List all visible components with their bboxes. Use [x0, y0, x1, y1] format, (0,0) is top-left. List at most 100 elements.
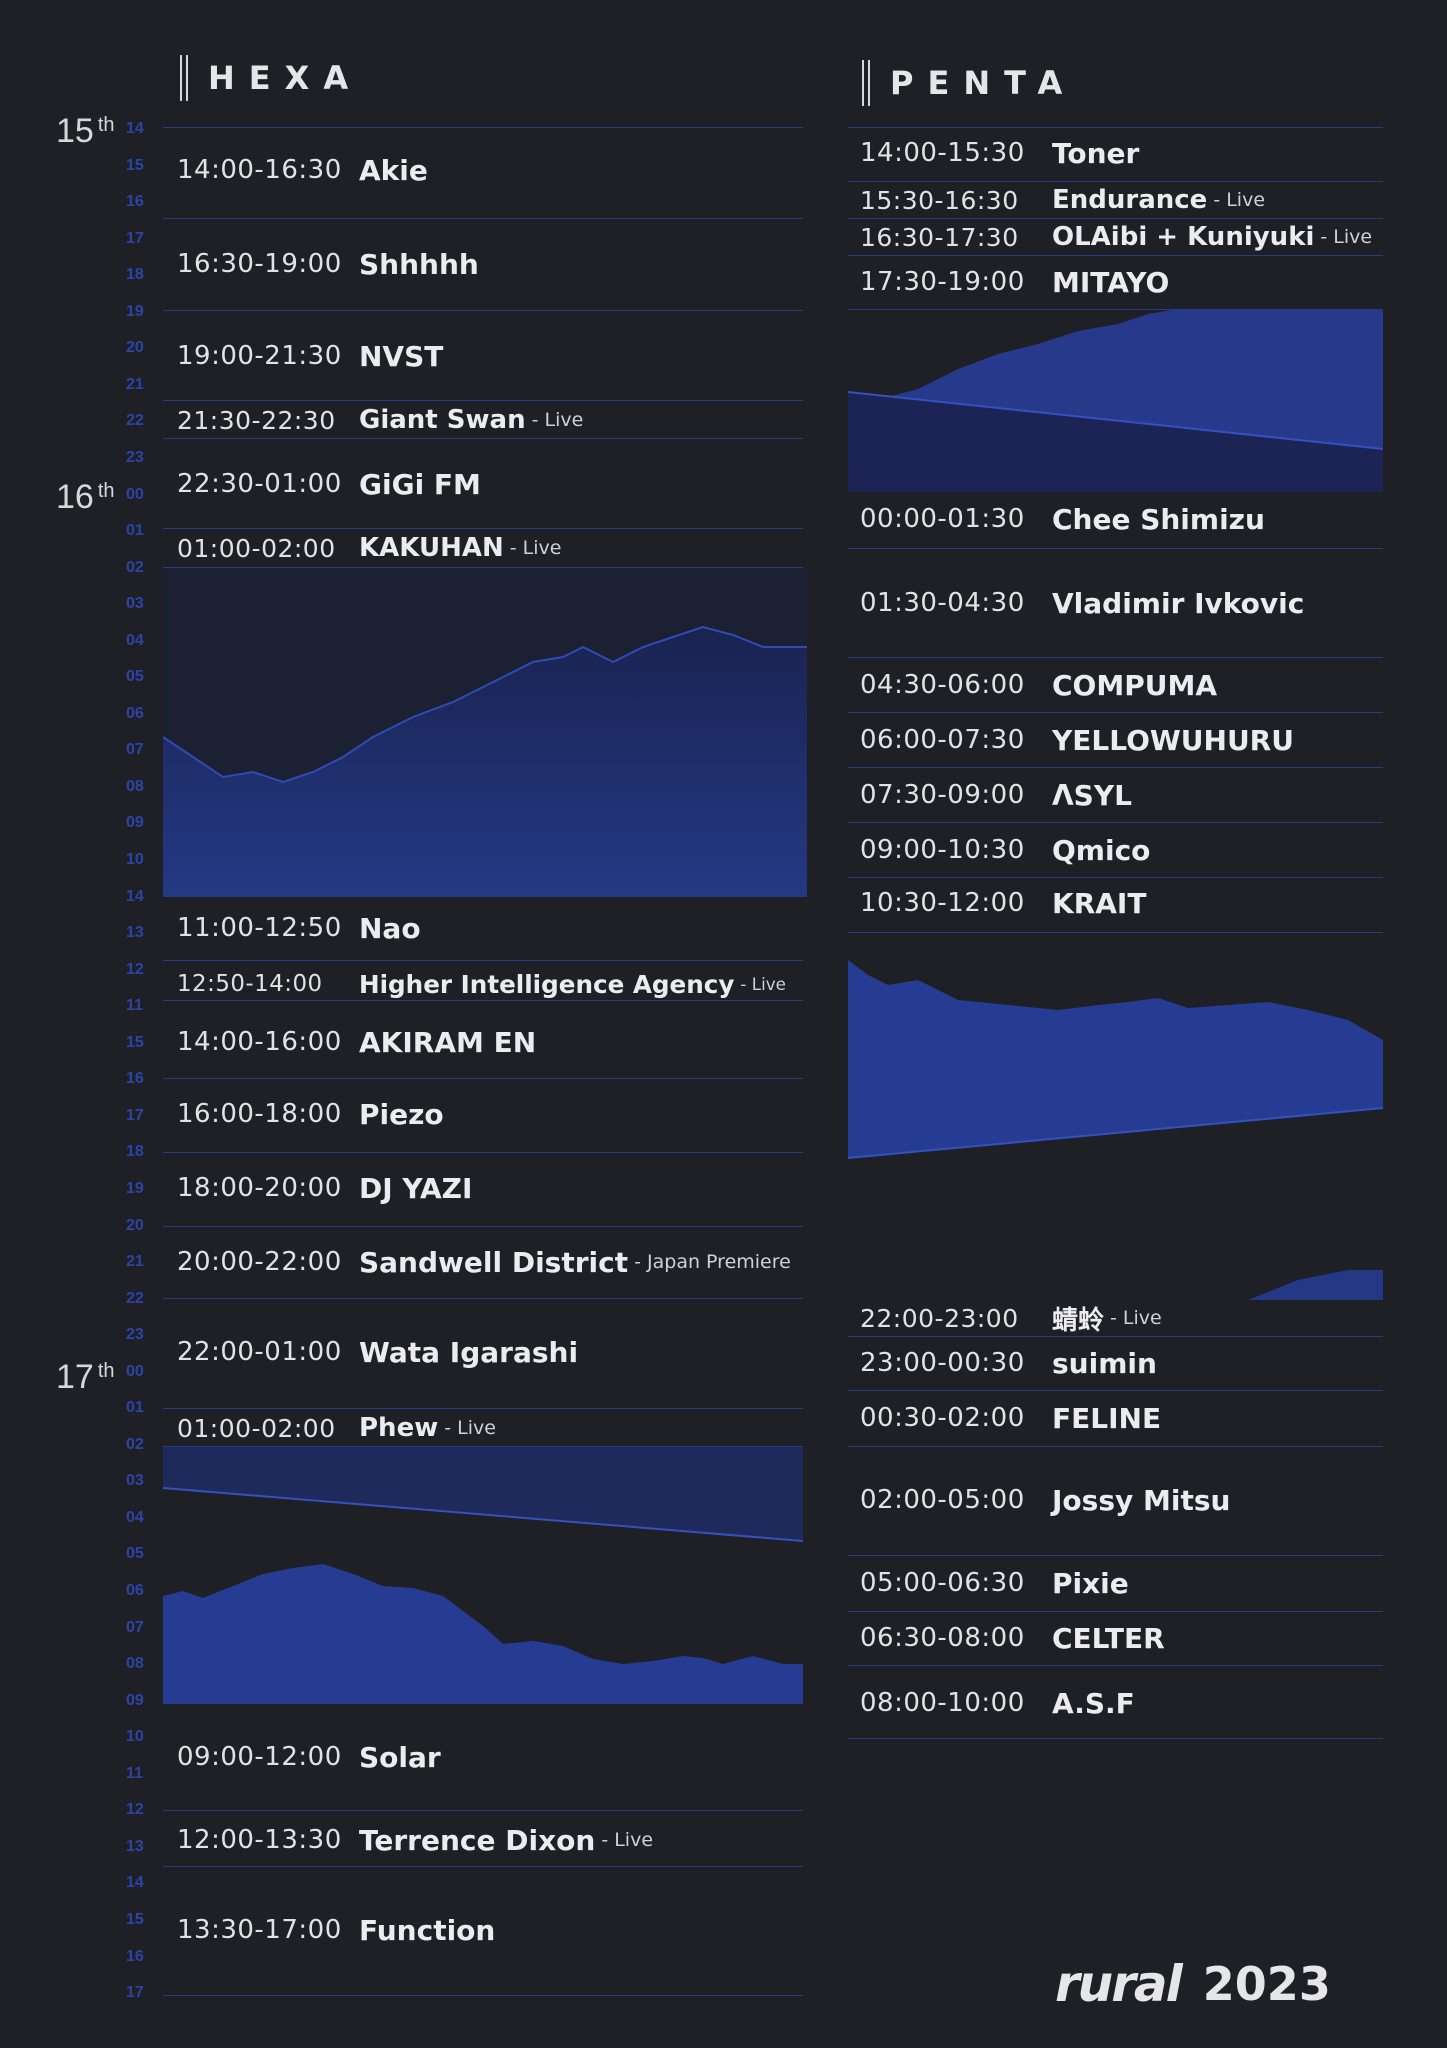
divider-line: [163, 310, 803, 311]
slot-time: 22:00-01:00: [177, 1337, 342, 1367]
slot-time: 09:00-10:30: [860, 835, 1025, 865]
penta-slot: 05:00-06:30 Pixie: [860, 1565, 1129, 1601]
stage-title: PENTA: [890, 64, 1077, 102]
divider-line: [163, 1995, 803, 1996]
slot-time: 01:30-04:30: [860, 588, 1025, 618]
hour-label: 13: [126, 924, 144, 942]
penta-slot: 01:30-04:30 Vladimir Ivkovic: [860, 585, 1304, 621]
divider-line: [848, 657, 1383, 658]
divider-line: [848, 1446, 1383, 1447]
artist-name: GiGi FM: [359, 467, 481, 501]
hour-label: 01: [126, 1399, 144, 1417]
hour-label: 18: [126, 266, 144, 284]
hour-label: 17: [126, 1106, 144, 1124]
artist-name: KAKUHAN: [359, 533, 504, 563]
hour-label: 16: [126, 193, 144, 211]
hour-label: 10: [126, 1728, 144, 1746]
divider-line: [163, 1810, 803, 1811]
hour-label: 15: [126, 1910, 144, 1928]
hour-label: 21: [126, 375, 144, 393]
artist-name: Vladimir Ivkovic: [1052, 586, 1305, 620]
logo-wordmark: rural: [1055, 1955, 1183, 2013]
artist-name: AKIRAM EN: [359, 1025, 537, 1059]
divider-line: [163, 567, 803, 568]
artist-name: COMPUMA: [1052, 668, 1218, 702]
artist-name: Pixie: [1052, 1566, 1129, 1600]
slot-time: 09:00-12:00: [177, 1742, 342, 1772]
hour-label: 10: [126, 851, 144, 868]
hexa-slot: 16:00-18:00 Piezo: [177, 1096, 444, 1132]
artist-name: Qmico: [1052, 833, 1151, 867]
performance-note: - Live: [1213, 189, 1266, 211]
hour-label: 19: [126, 1179, 144, 1197]
penta-slot: 00:00-01:30 Chee Shimizu: [860, 501, 1265, 537]
slot-time: 22:30-01:00: [177, 469, 342, 499]
performance-note: - Live: [1110, 1307, 1162, 1329]
divider-line: [848, 1336, 1383, 1337]
divider-line: [848, 932, 1383, 933]
hexa-slot: 20:00-22:00 Sandwell District - Japan Prem…: [177, 1244, 791, 1280]
divider-line: [163, 1298, 803, 1299]
penta-slot: 15:30-16:30 Endurance - Live: [860, 182, 1265, 218]
artist-name: Chee Shimizu: [1052, 502, 1265, 536]
hour-label: 17: [126, 1984, 144, 2002]
penta-slot: 00:30-02:00 FELINE: [860, 1400, 1161, 1436]
hour-label: 05: [126, 1545, 144, 1563]
artist-name: Jossy Mitsu: [1052, 1483, 1231, 1517]
hour-label: 19: [126, 302, 144, 320]
divider-line: [163, 1078, 803, 1079]
hexa-slot: 13:30-17:00 Function: [177, 1912, 495, 1948]
hexa-slot: 11:00-12:50 Nao: [177, 910, 421, 946]
penta-slot: 04:30-06:00 COMPUMA: [860, 667, 1217, 703]
hour-label: 06: [126, 1582, 144, 1599]
hour-label: 08: [126, 1655, 144, 1673]
divider-line: [163, 1152, 803, 1153]
slot-time: 20:00-22:00: [177, 1247, 342, 1277]
divider-line: [848, 255, 1383, 256]
hour-label: 15: [126, 156, 144, 174]
hour-label: 16: [126, 1947, 144, 1965]
artist-name: Endurance: [1052, 185, 1208, 215]
penta-slot: 08:00-10:00 A.S.F: [860, 1685, 1135, 1721]
slot-time: 19:00-21:30: [177, 341, 342, 371]
slot-time: 21:30-22:30: [177, 405, 336, 435]
artist-name: Shhhhh: [359, 247, 479, 281]
artist-name: Function: [359, 1913, 496, 1947]
divider-line: [848, 767, 1383, 768]
hour-label: 02: [126, 558, 144, 576]
slot-time: 12:50-14:00: [177, 971, 323, 997]
performance-note: - Live: [1320, 226, 1373, 248]
artist-name: NVST: [359, 339, 444, 373]
hour-label: 11: [126, 1764, 143, 1782]
hour-label: 14: [126, 1874, 144, 1892]
divider-line: [848, 127, 1383, 128]
divider-line: [848, 1390, 1383, 1391]
divider-line: [163, 218, 803, 219]
slot-time: 07:30-09:00: [860, 780, 1025, 810]
hour-label: 16: [126, 1070, 144, 1088]
hour-label: 20: [126, 1216, 144, 1234]
hour-label: 03: [126, 1472, 144, 1490]
festival-logo: rural 2023: [1055, 1955, 1331, 2013]
hour-label: 09: [126, 814, 144, 832]
slot-time: 14:00-15:30: [860, 138, 1025, 168]
artist-name: Terrence Dixon: [359, 1823, 596, 1857]
performance-note: - Japan Premiere: [634, 1251, 791, 1273]
hour-label: 01: [126, 522, 144, 540]
divider-line: [163, 528, 803, 529]
hour-label: 13: [126, 1837, 144, 1855]
hexa-slot: 18:00-20:00 DJ YAZI: [177, 1170, 472, 1206]
performance-note: - Live: [531, 409, 584, 431]
penta-slot: 22:00-23:00 蜻蛉 - Live: [860, 1300, 1162, 1336]
hour-label: 23: [126, 1326, 144, 1344]
slot-time: 04:30-06:00: [860, 670, 1025, 700]
slot-time: 16:30-19:00: [177, 249, 342, 279]
hour-label: 17: [126, 229, 144, 247]
hour-label: 12: [126, 1801, 144, 1819]
landscape-artwork-penta-1: [848, 309, 1383, 492]
penta-slot: 10:30-12:00 KRAIT: [860, 885, 1146, 921]
hexa-slot: 12:00-13:30 Terrence Dixon - Live: [177, 1822, 653, 1858]
artist-name: Giant Swan: [359, 405, 526, 435]
slot-time: 16:00-18:00: [177, 1099, 342, 1129]
